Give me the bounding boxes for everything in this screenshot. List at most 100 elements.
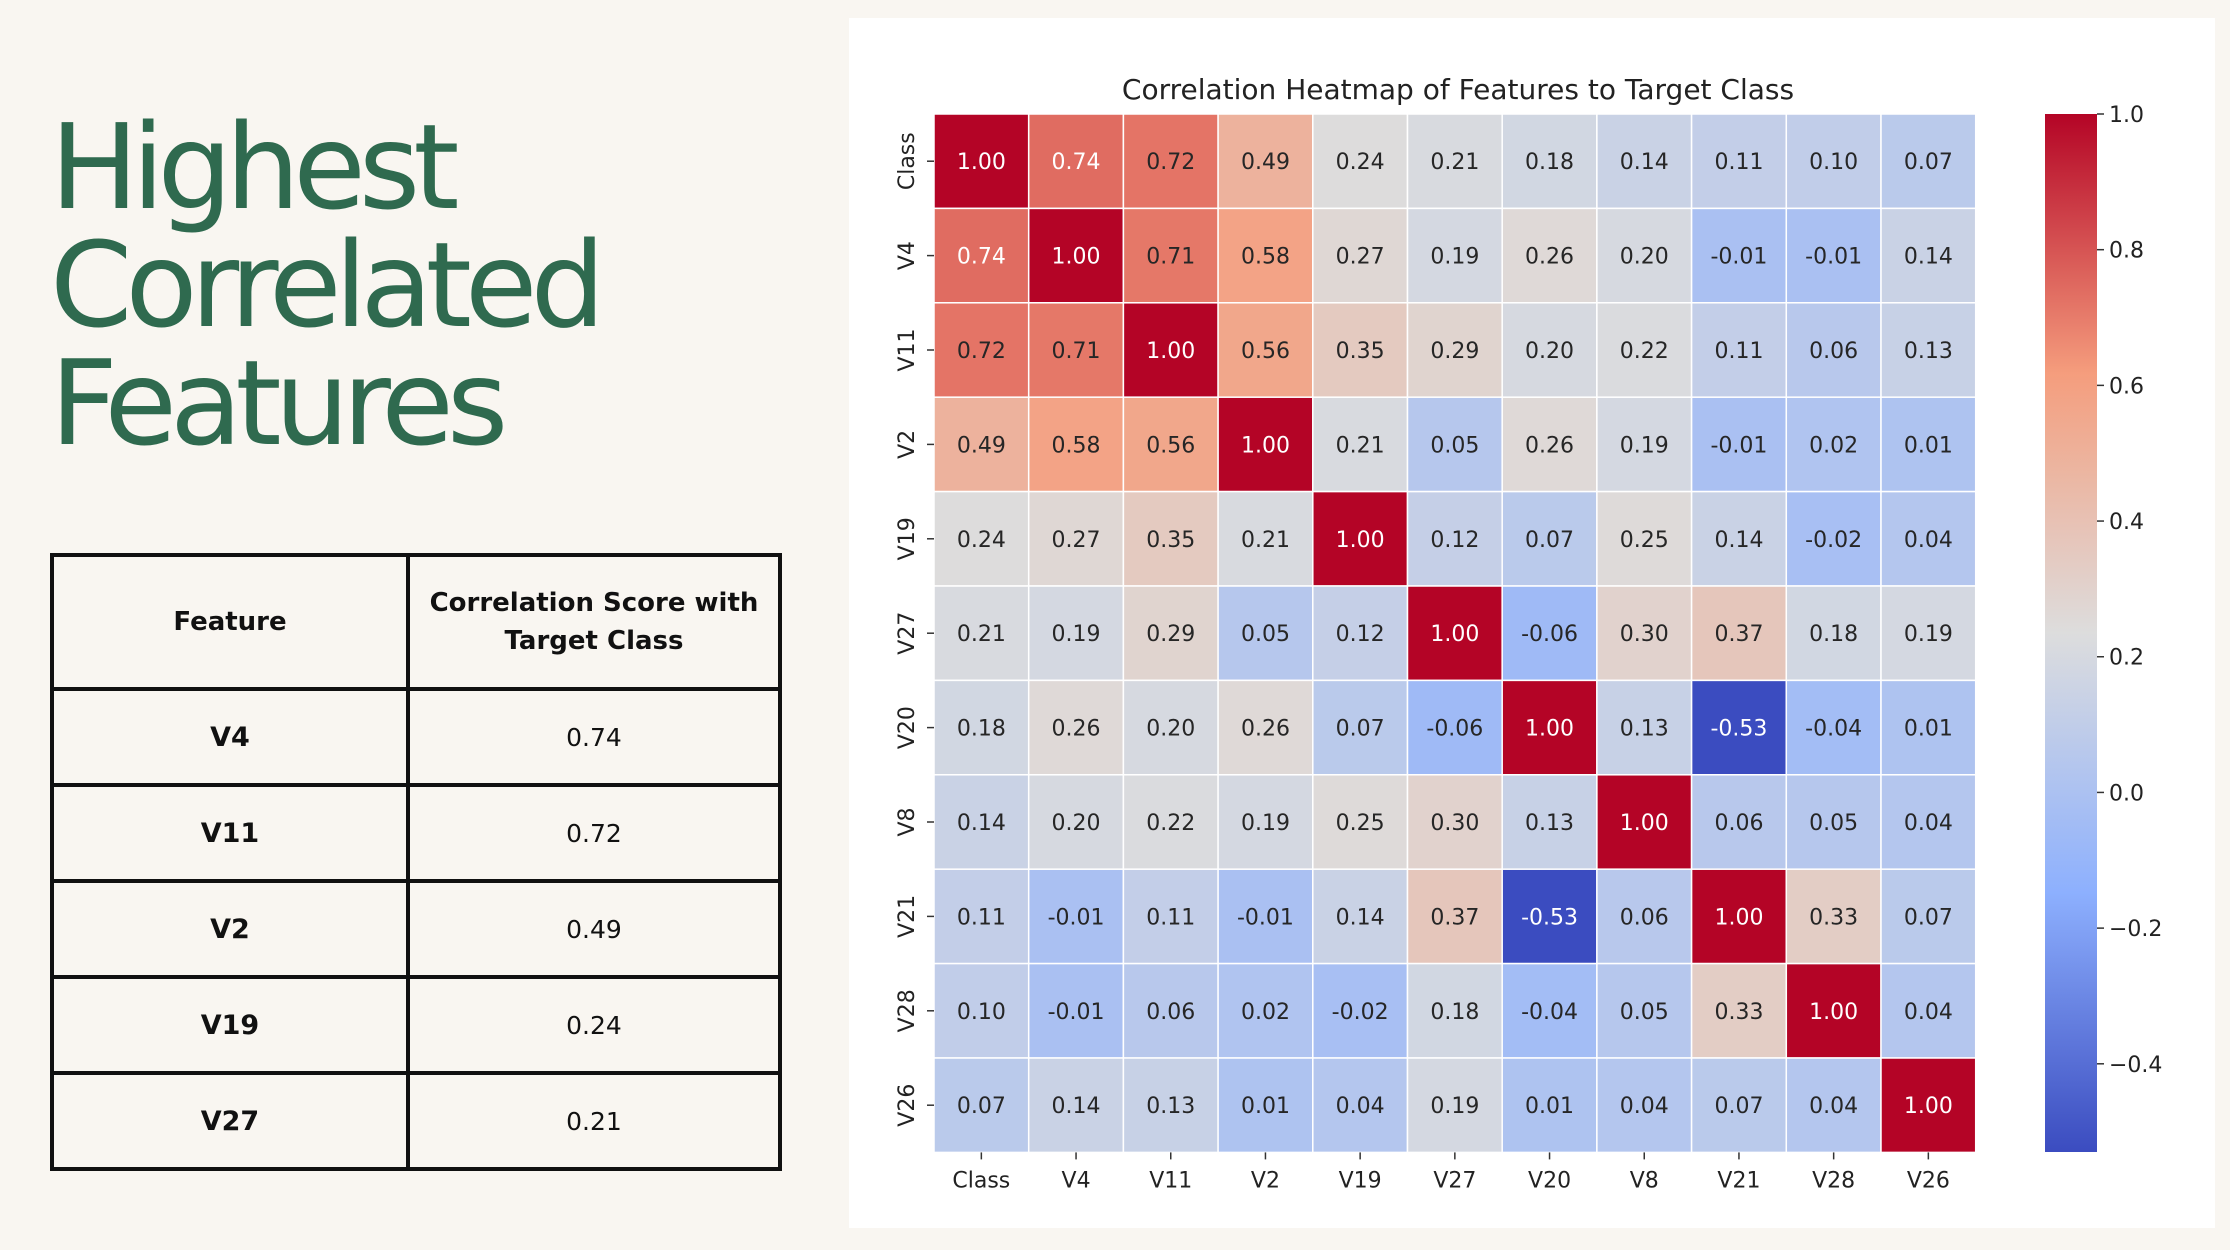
cell-value-label: -0.01 — [1048, 1000, 1105, 1025]
table-row: V2 0.49 — [50, 879, 782, 979]
cell-value-label: 1.00 — [1620, 811, 1669, 836]
cell-value-label: 0.13 — [1904, 339, 1953, 364]
cell-value-label: 0.49 — [957, 433, 1006, 458]
cell-value-label: -0.04 — [1521, 1000, 1578, 1025]
heatmap-cell — [1785, 490, 1882, 587]
heatmap-cell — [1406, 490, 1503, 587]
page-title: Highest Correlated Features — [50, 98, 605, 462]
heatmap-cell — [1785, 679, 1882, 776]
cell-value-label: 1.00 — [1241, 433, 1290, 458]
cell-value-label: 0.74 — [1052, 150, 1101, 175]
heatmap-cell — [1501, 302, 1598, 398]
heatmap-cell — [1596, 962, 1693, 1059]
heatmap-cell — [1880, 302, 1977, 398]
cell-value-label: 0.12 — [1336, 622, 1385, 647]
colorbar-tick-label: 0.8 — [2109, 239, 2144, 264]
feature-correlation-table: Feature Correlation Score with Target Cl… — [50, 553, 782, 1171]
cell-value-label: 0.37 — [1430, 905, 1479, 930]
cell-value-label: 0.71 — [1146, 245, 1195, 270]
heatmap-cell — [1501, 396, 1598, 493]
cell-value-label: 0.05 — [1241, 622, 1290, 647]
cell-value-label: 0.11 — [1146, 905, 1195, 930]
cell-value-label: 0.13 — [1525, 811, 1574, 836]
heatmap-cell — [1122, 207, 1219, 304]
heatmap-cell — [1122, 1057, 1219, 1154]
heatmap-cell — [1312, 302, 1409, 398]
cell-value-label: 0.24 — [957, 528, 1006, 553]
cell-value-label: 0.13 — [1620, 717, 1669, 742]
y-tick-label: V27 — [895, 612, 920, 655]
heatmap-cell — [1785, 868, 1882, 965]
y-tick-label: V21 — [895, 895, 920, 938]
cell-value-label: 1.00 — [957, 150, 1006, 175]
cell-value-label: 0.11 — [1714, 339, 1763, 364]
heatmap-cell — [933, 962, 1030, 1059]
score-cell: 0.74 — [406, 687, 782, 787]
y-tick-label: V11 — [895, 328, 920, 371]
cell-value-label: 1.00 — [1525, 717, 1574, 742]
feature-cell: V19 — [50, 975, 410, 1075]
cell-value-label: 0.29 — [1146, 622, 1195, 647]
y-tick-labels: Class V4 V11 V2 V19 V27 V20 V8 V21 V28 V26 — [895, 132, 934, 1127]
cell-value-label: 0.27 — [1052, 528, 1101, 553]
cell-value-label: 1.00 — [1809, 1000, 1858, 1025]
cell-value-label: 0.02 — [1241, 1000, 1290, 1025]
heatmap-cell — [1501, 868, 1598, 965]
y-tick-label: V2 — [895, 430, 920, 459]
feature-cell: V2 — [50, 879, 410, 979]
heatmap-cell — [933, 585, 1030, 682]
heatmap-cell — [1596, 1057, 1693, 1154]
cell-value-label: 0.22 — [1146, 811, 1195, 836]
heatmap-cell — [1406, 679, 1503, 776]
heatmap-cell — [1596, 774, 1693, 870]
heatmap-cell — [1690, 302, 1788, 398]
cell-value-label: 1.00 — [1146, 339, 1195, 364]
cell-value-label: 1.00 — [1904, 1094, 1953, 1119]
heatmap-cell — [1690, 396, 1788, 493]
colorbar-tick-label: 0.0 — [2109, 781, 2144, 806]
heatmap-cell — [1501, 207, 1598, 304]
cell-value-label: 0.11 — [1714, 150, 1763, 175]
heatmap-cell — [1406, 868, 1503, 965]
cell-value-label: 0.14 — [1714, 528, 1763, 553]
heatmap-cell — [1027, 113, 1125, 210]
cell-value-label: 0.02 — [1809, 433, 1858, 458]
cell-value-label: 0.72 — [957, 339, 1006, 364]
heatmap-cell — [1785, 1057, 1882, 1154]
heatmap-cell — [1785, 774, 1882, 870]
table-row: V19 0.24 — [50, 975, 782, 1075]
heatmap-cell — [933, 868, 1030, 965]
heatmap-cell — [1122, 113, 1219, 210]
cell-value-label: 0.30 — [1430, 811, 1479, 836]
y-tick-label: V19 — [895, 517, 920, 560]
x-tick-label: V4 — [1062, 1168, 1091, 1193]
cell-value-label: -0.04 — [1805, 717, 1862, 742]
cell-value-label: 0.72 — [1146, 150, 1195, 175]
cell-value-label: 0.05 — [1809, 811, 1858, 836]
cell-value-label: 0.27 — [1336, 245, 1385, 270]
cell-value-label: 0.74 — [957, 245, 1006, 270]
heatmap-cell — [1690, 207, 1788, 304]
title-line-1: Highest — [50, 98, 460, 236]
cell-value-label: 0.56 — [1146, 433, 1195, 458]
cell-value-label: 0.56 — [1241, 339, 1290, 364]
x-tick-label: V2 — [1251, 1168, 1280, 1193]
heatmap-cell — [1596, 868, 1693, 965]
x-tick-labels: Class V4 V11 V2 V19 V27 V20 V8 V21 V28 V26 — [952, 1152, 1950, 1193]
score-cell: 0.49 — [406, 879, 782, 979]
cell-value-label: 1.00 — [1430, 622, 1479, 647]
cell-value-label: 0.06 — [1620, 905, 1669, 930]
cell-value-label: 0.10 — [1809, 150, 1858, 175]
heatmap-cell — [1122, 302, 1219, 398]
cell-value-label: 0.14 — [1336, 905, 1385, 930]
colorbar-gradient — [2045, 114, 2097, 1152]
cell-value-label: 0.07 — [1904, 905, 1953, 930]
cell-value-label: -0.01 — [1805, 245, 1862, 270]
y-tick-label: V26 — [895, 1084, 920, 1127]
feature-cell: V11 — [50, 783, 410, 883]
table-row: V4 0.74 — [50, 687, 782, 787]
colorbar-tick-label: 0.4 — [2109, 510, 2144, 535]
table-row: V27 0.21 — [50, 1071, 782, 1171]
x-tick-label: V19 — [1339, 1168, 1382, 1193]
heatmap-cell — [1122, 868, 1219, 965]
